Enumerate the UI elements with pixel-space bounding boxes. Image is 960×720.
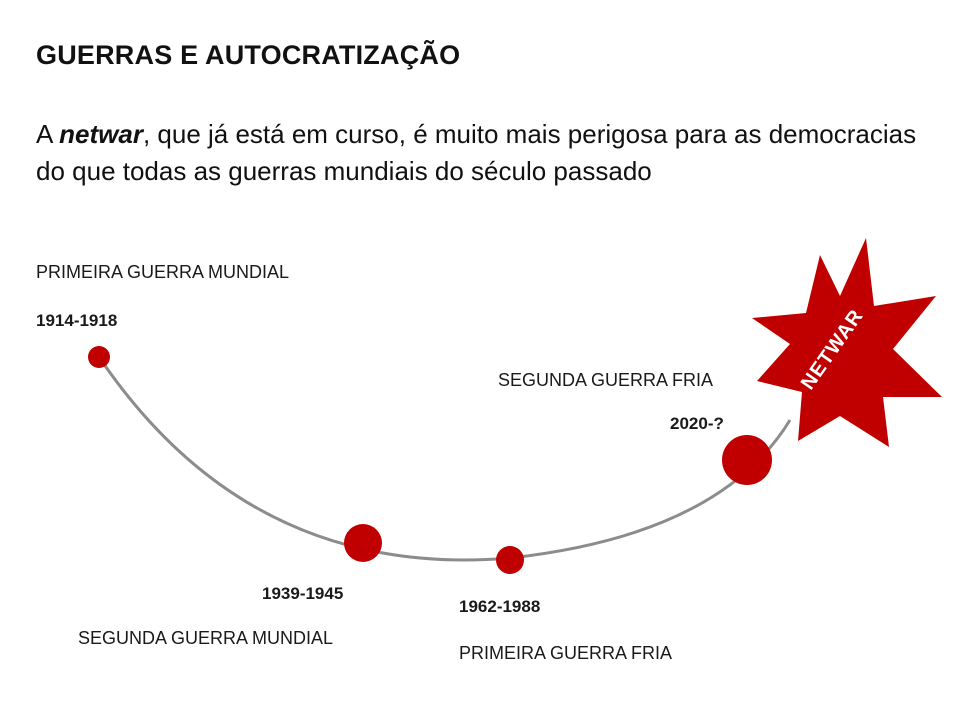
netwar-burst: [752, 238, 942, 447]
event-cold-war-2-name: SEGUNDA GUERRA FRIA: [498, 370, 714, 390]
subtitle-emphasis: netwar: [59, 119, 143, 149]
marker-cold-war-1: [496, 546, 524, 574]
timeline-curve: [97, 356, 792, 562]
marker-wwi: [88, 346, 110, 368]
slide-title: GUERRAS E AUTOCRATIZAÇÃO: [36, 40, 461, 70]
marker-cold-war-2: [722, 435, 772, 485]
slide-subtitle: A netwar, que já está em curso, é muito …: [36, 116, 926, 190]
event-wwii-name: SEGUNDA GUERRA MUNDIAL: [78, 628, 334, 648]
event-wwii-period: 1939-1945: [262, 584, 344, 603]
subtitle-prefix: A: [36, 119, 60, 149]
event-cold-war-2-period: 2020-?: [670, 414, 724, 433]
marker-wwii: [344, 524, 382, 562]
event-wwi-period: 1914-1918: [36, 311, 118, 330]
event-cold-war-1-name: PRIMEIRA GUERRA FRIA: [459, 643, 673, 663]
event-cold-war-1-period: 1962-1988: [459, 597, 541, 616]
subtitle-suffix: , que já está em curso, é muito mais per…: [36, 119, 917, 186]
event-wwi-name: PRIMEIRA GUERRA MUNDIAL: [36, 262, 290, 282]
